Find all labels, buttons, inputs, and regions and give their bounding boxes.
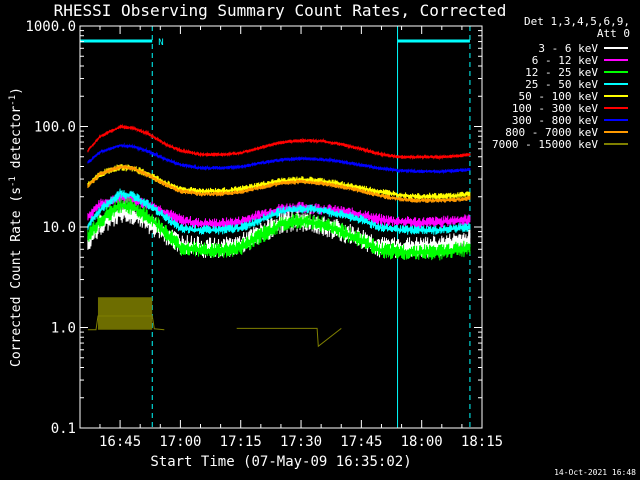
legend-label: 100 - 300 keV	[512, 102, 598, 115]
series-line	[87, 164, 471, 204]
x-tick-label: 17:00	[159, 434, 201, 450]
y-axis-label-part: )	[9, 87, 24, 95]
legend-label: 3 - 6 keV	[538, 42, 598, 55]
y-tick-label: 0.1	[51, 421, 76, 437]
legend-label: 25 - 50 keV	[525, 78, 598, 91]
series-line	[87, 123, 471, 161]
series-line	[87, 197, 471, 261]
series-7000-15000-burst	[97, 297, 153, 330]
y-axis-label: Corrected Count Rate (s-1 detector-1)	[8, 87, 24, 367]
x-tick-label: 18:15	[461, 434, 503, 450]
y-tick-label: 10.0	[42, 220, 76, 236]
y-axis-label-part: detector	[9, 106, 24, 177]
y-tick-label: 1.0	[51, 321, 76, 337]
x-tick-label: 18:00	[401, 434, 443, 450]
legend-header: Att 0	[597, 27, 630, 40]
legend-header: Det 1,3,4,5,6,9,	[524, 15, 630, 28]
series-layer	[87, 123, 471, 348]
x-tick-label: 17:15	[220, 434, 262, 450]
plot-frame	[79, 25, 483, 429]
y-axis-label-exponent: -1	[8, 176, 18, 187]
night-marker-label: N	[158, 38, 163, 48]
legend-label: 800 - 7000 keV	[505, 126, 598, 139]
footer-date: 14-Oct-2021 16:48	[554, 468, 636, 477]
series-line	[87, 142, 471, 175]
x-tick-label: 16:45	[99, 434, 141, 450]
y-axis-label-exponent: -1	[8, 95, 18, 106]
y-tick-label: 100.0	[34, 120, 76, 136]
x-axis-label: Start Time (07-May-09 16:35:02)	[150, 454, 411, 470]
legend-label: 300 - 800 keV	[512, 114, 598, 127]
chart-title: RHESSI Observing Summary Count Rates, Co…	[54, 1, 507, 20]
x-tick-label: 17:45	[340, 434, 382, 450]
series-line	[87, 188, 471, 235]
legend-label: 6 - 12 keV	[532, 54, 599, 67]
y-axis-label-part: Corrected Count Rate (s	[9, 187, 24, 367]
legend-label: 12 - 25 keV	[525, 66, 598, 79]
y-tick-label: 1000.0	[25, 19, 76, 35]
legend-label: 7000 - 15000 keV	[492, 138, 598, 151]
x-tick-label: 17:30	[280, 434, 322, 450]
legend-label: 50 - 100 keV	[519, 90, 599, 103]
series-line	[87, 315, 342, 348]
